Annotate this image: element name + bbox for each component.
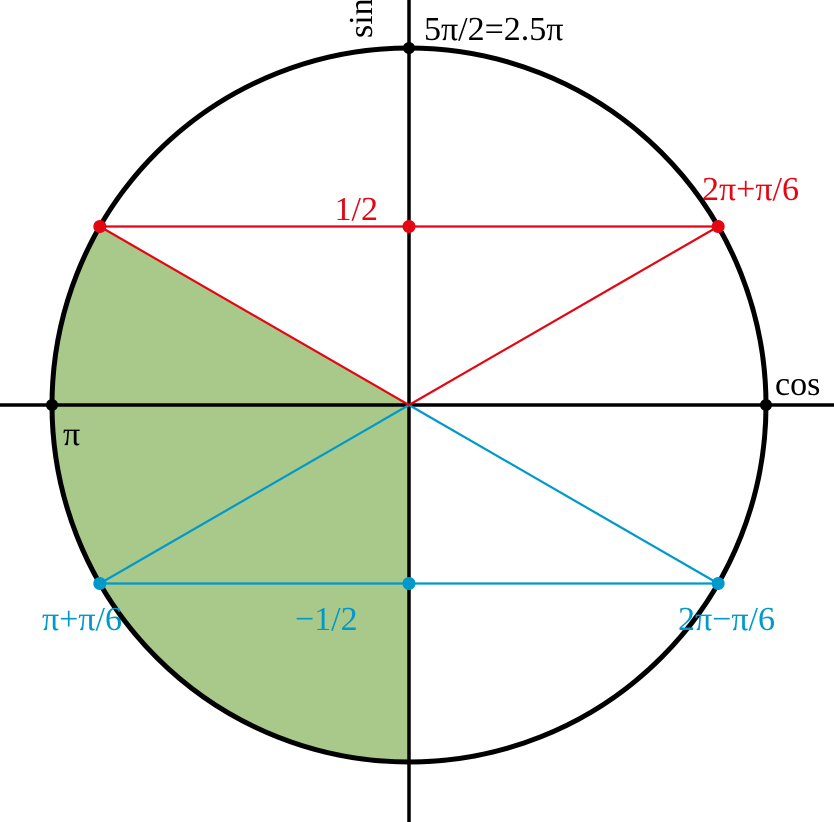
label-two_pi_plus: 2π+π/6 (702, 171, 799, 208)
axis-dot-right (760, 399, 772, 411)
label-pi_plus: π+π/6 (42, 601, 122, 638)
label-half_neg: −1/2 (295, 601, 358, 638)
label-top: 5π/2=2.5π (424, 11, 563, 48)
blue-dot-right (712, 577, 725, 590)
blue-dot-left (93, 577, 106, 590)
axis-dot-top (403, 42, 415, 54)
red-radius-right (409, 227, 718, 406)
red-dot-left (93, 220, 106, 233)
blue-radius-right (409, 405, 718, 584)
blue-dot-axis (403, 577, 416, 590)
label-pi: π (63, 416, 80, 453)
label-cos: cos (775, 366, 820, 403)
red-dot-right (712, 220, 725, 233)
red-dot-axis (403, 220, 416, 233)
label-sin: sin (343, 0, 380, 38)
axis-dot-left (46, 399, 58, 411)
shaded-sector (52, 227, 409, 763)
label-two_pi_minus: 2π−π/6 (678, 601, 775, 638)
label-half_pos: 1/2 (335, 191, 378, 228)
